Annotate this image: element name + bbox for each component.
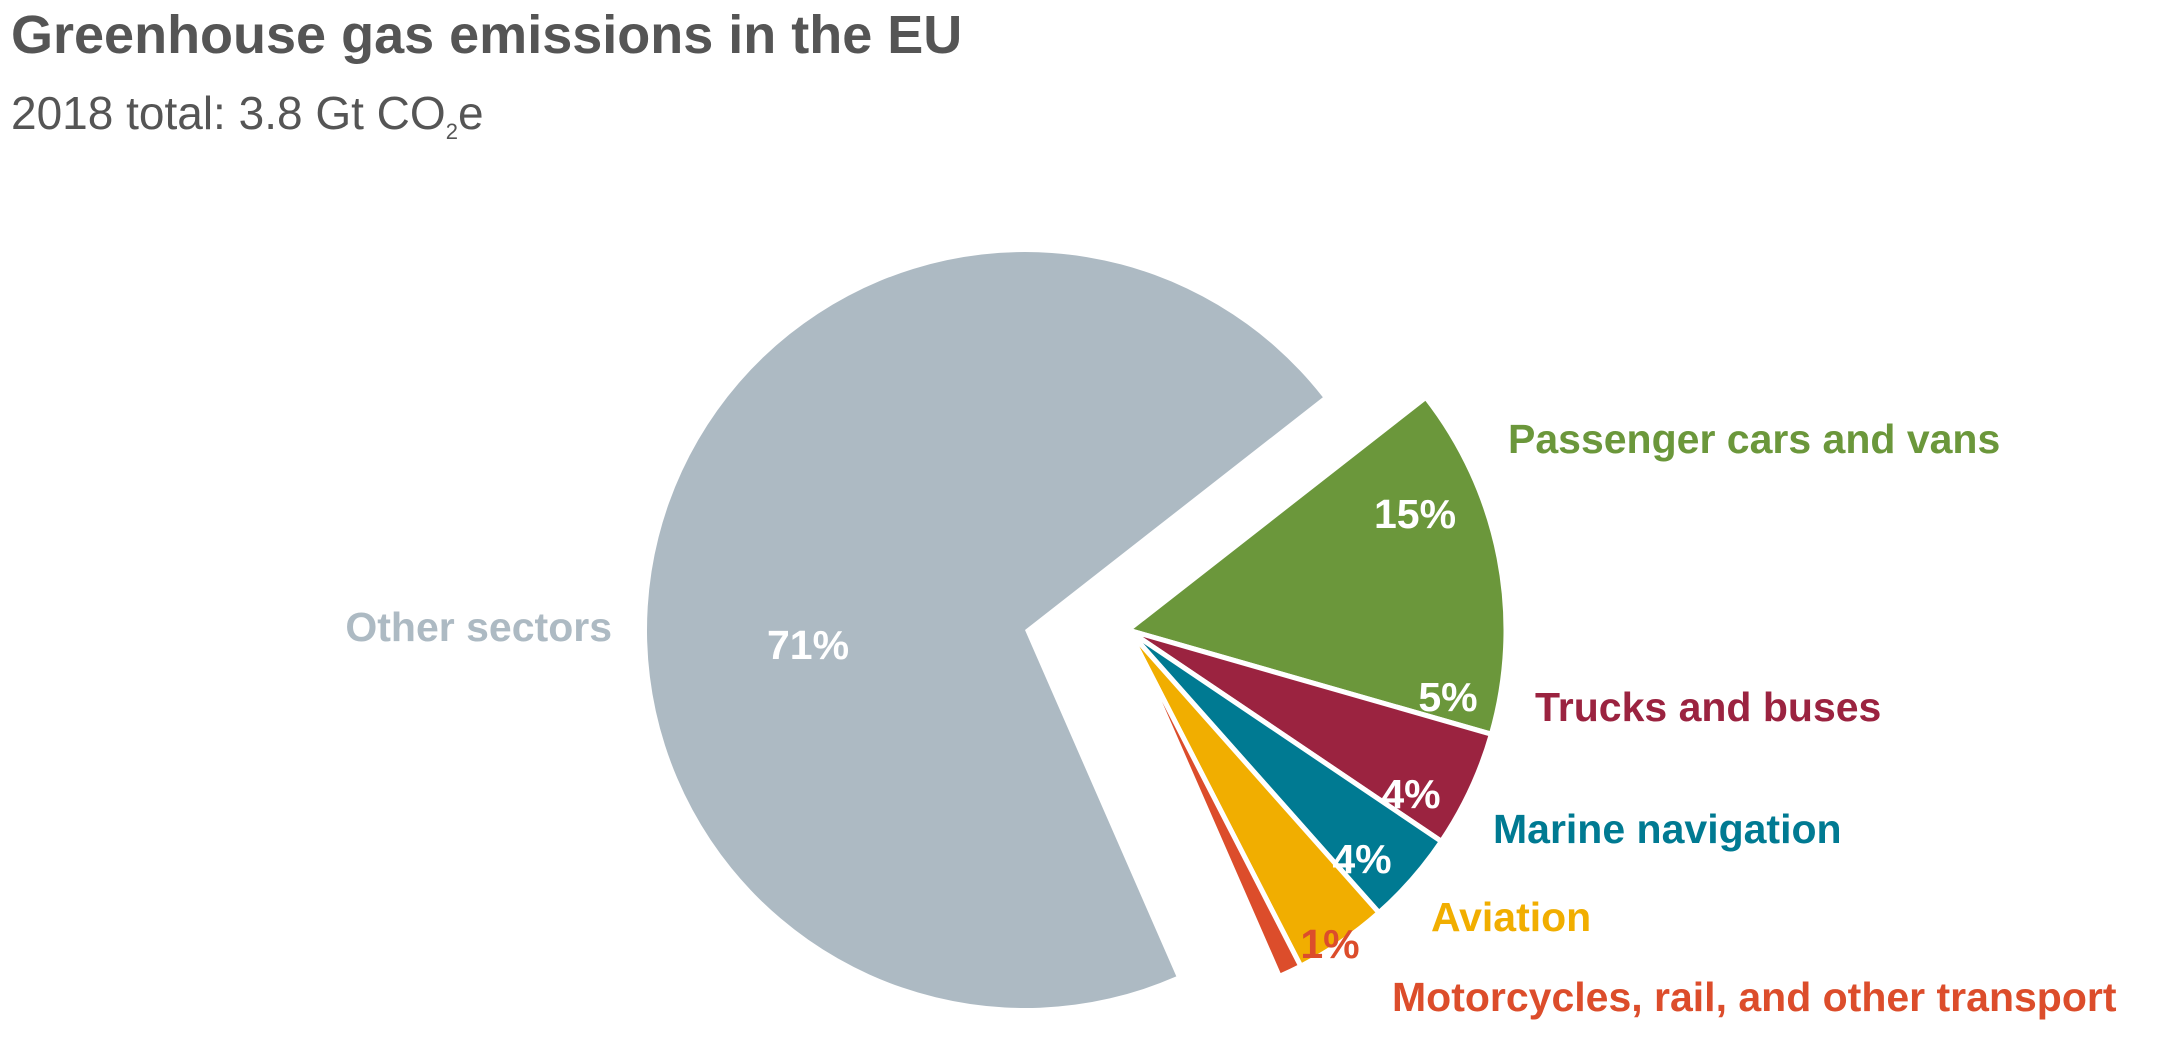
chart-subtitle: 2018 total: 3.8 Gt CO2e [11,86,484,145]
slice-value-1: 15% [1374,491,1456,537]
subtitle-subscript: 2 [445,119,458,144]
pie-slice-1 [1125,394,1509,737]
subtitle-suffix: e [457,87,484,139]
slice-value-5: 1% [1300,921,1359,967]
slice-label-5: Motorcycles, rail, and other transport [1392,974,2117,1020]
pie-slice-5 [1125,627,1304,979]
pie-labels: Other sectors 71% Passenger cars and vans 1… [345,416,2116,1020]
pie-slices [647,252,1509,1009]
slice-label-2: Trucks and buses [1535,684,1881,730]
subtitle-prefix: 2018 total: 3.8 Gt CO [11,87,446,139]
slice-label-0: Other sectors [345,604,612,650]
slice-value-0: 71% [767,622,849,668]
slice-label-4: Aviation [1431,894,1591,940]
chart-title: Greenhouse gas emissions in the EU [11,5,963,65]
slice-label-1: Passenger cars and vans [1508,416,2000,462]
slice-value-2: 5% [1418,674,1477,720]
slice-label-3: Marine navigation [1493,806,1842,852]
slice-value-3: 4% [1381,771,1440,817]
slice-value-4: 4% [1332,836,1391,882]
pie-slice-0 [647,252,1323,1009]
